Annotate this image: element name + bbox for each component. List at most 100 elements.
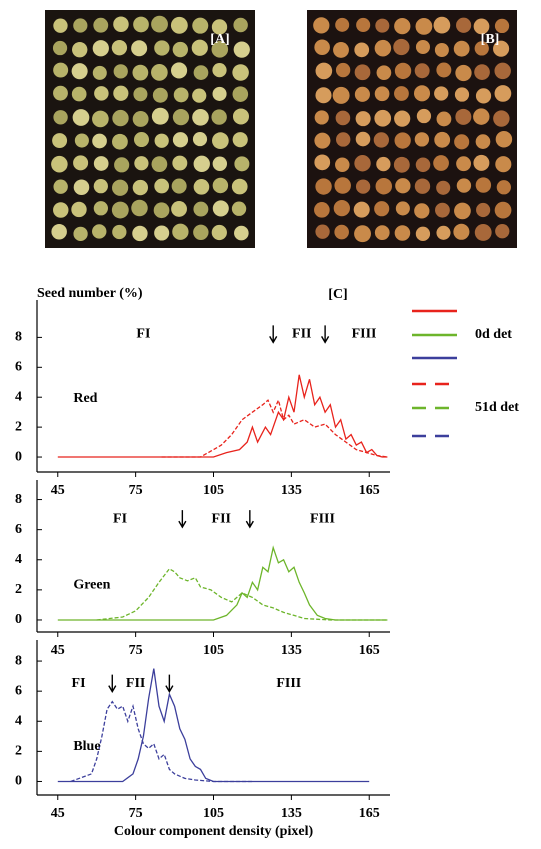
seed: [112, 179, 129, 196]
seed: [212, 177, 229, 194]
x-tick-label: 75: [129, 643, 143, 658]
seed: [53, 110, 68, 125]
seed: [211, 224, 227, 241]
seed: [172, 109, 190, 126]
seed: [52, 133, 68, 149]
panel-label: [A]: [210, 32, 229, 47]
seed: [335, 157, 350, 173]
y-tick-label: 0: [15, 612, 22, 627]
seed: [151, 15, 168, 33]
seed: [374, 109, 392, 127]
seed: [73, 179, 90, 196]
annotation: FIII: [352, 327, 377, 342]
seed: [133, 87, 148, 102]
seed: [434, 86, 449, 101]
y-tick-label: 8: [15, 492, 22, 507]
annotation: FIII: [276, 676, 301, 691]
seed: [113, 16, 129, 32]
y-tick-label: 4: [15, 552, 22, 567]
x-tick-label: 165: [359, 806, 380, 821]
seeds: [51, 15, 513, 243]
seed: [313, 17, 330, 34]
seed: [73, 18, 88, 33]
seed: [53, 179, 68, 194]
seed: [335, 132, 351, 147]
seed: [394, 132, 411, 149]
seed: [192, 17, 209, 34]
seed: [154, 133, 169, 148]
seed: [475, 88, 492, 104]
seed: [454, 87, 470, 102]
annotation: FI: [113, 511, 127, 526]
seed: [51, 155, 68, 173]
y-axis-label: Seed number (%): [37, 286, 143, 301]
seed: [133, 16, 149, 33]
seed: [211, 109, 227, 125]
seed: [193, 201, 209, 217]
seed: [134, 156, 149, 171]
seed: [92, 110, 109, 128]
seed: [314, 154, 331, 171]
seed: [152, 87, 168, 103]
seed: [333, 42, 349, 58]
seed: [173, 87, 189, 103]
seed: [111, 39, 128, 56]
threshold-arrow: [165, 674, 174, 694]
seed: [112, 133, 128, 150]
seed: [395, 178, 411, 194]
seed: [72, 109, 90, 126]
seed: [71, 86, 87, 102]
seed: [476, 202, 491, 218]
seed: [73, 155, 89, 171]
seed: [315, 62, 333, 80]
seed: [93, 156, 109, 171]
seed: [434, 131, 451, 148]
seed: [92, 40, 109, 57]
seed: [473, 154, 490, 171]
seed: [374, 201, 390, 217]
threshold-arrow: [321, 325, 330, 344]
x-tick-label: 165: [359, 483, 380, 498]
threshold-arrow: [178, 510, 187, 529]
seed: [153, 202, 170, 219]
y-tick-label: 4: [15, 713, 22, 728]
channel-label: Red: [73, 391, 97, 406]
seed: [454, 202, 471, 220]
seed: [335, 17, 350, 32]
seed: [375, 18, 390, 33]
seed: [193, 179, 210, 195]
seed: [495, 224, 510, 239]
seed: [413, 85, 431, 102]
annotation: FI: [72, 676, 86, 691]
x-tick-label: 105: [203, 643, 224, 658]
y-tick-label: 8: [15, 330, 22, 345]
y-tick-label: 6: [15, 522, 22, 537]
seed: [356, 17, 371, 33]
seed: [496, 180, 511, 195]
seed: [394, 86, 409, 101]
seed: [435, 202, 450, 218]
seed: [414, 178, 431, 194]
seed: [415, 157, 431, 173]
seed: [355, 131, 371, 147]
seed: [112, 109, 129, 127]
seed: [314, 110, 329, 125]
seed: [394, 110, 411, 127]
series-line: [70, 700, 253, 783]
seed: [93, 17, 109, 33]
seed: [172, 132, 189, 148]
seed: [354, 155, 371, 172]
series-line: [96, 567, 388, 621]
seed: [170, 16, 188, 34]
seed: [172, 41, 188, 58]
seed: [53, 85, 68, 101]
series-line: [57, 545, 388, 621]
seed: [233, 17, 248, 33]
seed: [212, 86, 227, 101]
seed: [132, 225, 148, 242]
y-tick-label: 0: [15, 774, 22, 789]
seed: [232, 86, 249, 102]
seed: [234, 156, 250, 172]
y-tick-label: 6: [15, 683, 22, 698]
x-tick-label: 165: [359, 643, 380, 658]
